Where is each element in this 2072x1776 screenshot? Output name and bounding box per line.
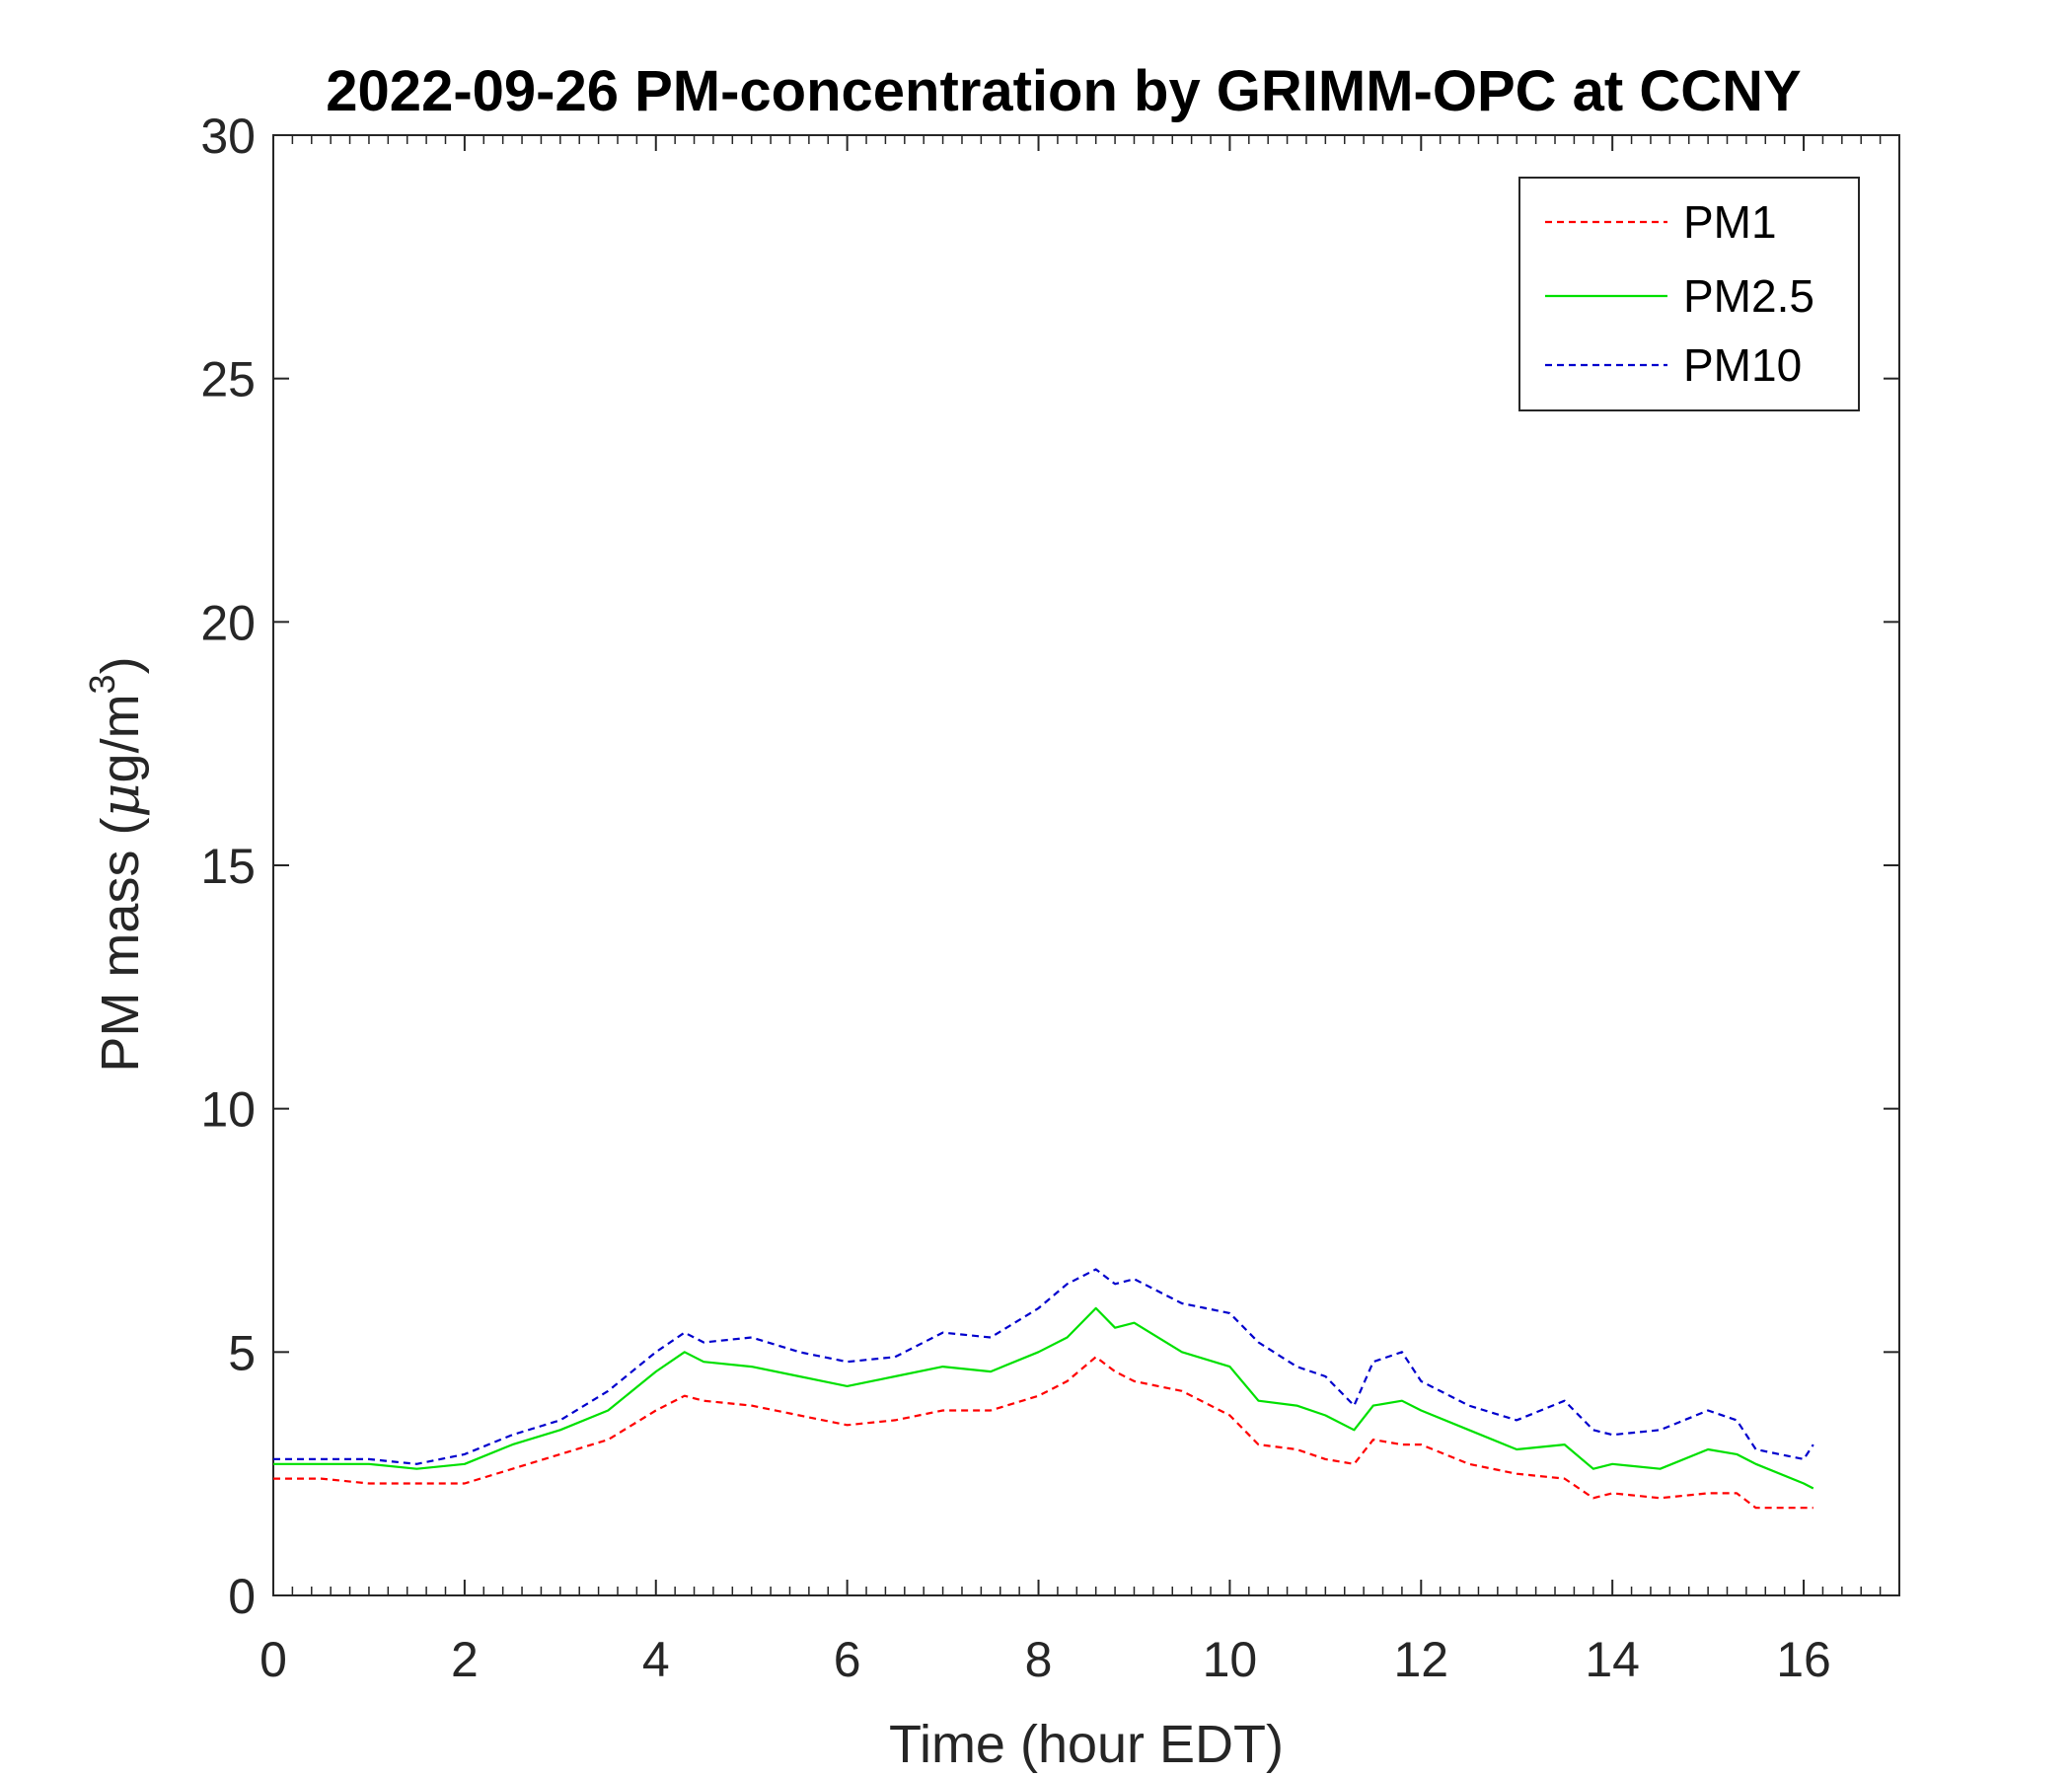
y-axis-label-main: PM mass ( bbox=[91, 818, 150, 1073]
legend-label-pm1: PM1 bbox=[1683, 196, 1777, 248]
series-line-pm10 bbox=[273, 1268, 1814, 1465]
x-tick-label: 8 bbox=[1025, 1632, 1053, 1687]
x-tick-label: 0 bbox=[259, 1632, 287, 1687]
y-axis-label-unit: g/m bbox=[91, 694, 150, 782]
series-line-pm1 bbox=[273, 1356, 1813, 1510]
legend-label-pm25: PM2.5 bbox=[1683, 270, 1814, 322]
series-line-pm25 bbox=[273, 1306, 1814, 1490]
axis-tick-labels: 0 2 4 6 8 10 12 14 16 0 5 10 15 20 25 30 bbox=[200, 109, 1830, 1687]
chart-title: 2022-09-26 PM-concentration by GRIMM-OPC… bbox=[326, 59, 1801, 123]
y-tick-label: 15 bbox=[200, 839, 256, 894]
y-axis-label-mu: μ bbox=[89, 782, 151, 817]
y-axis-label-superscript: 3 bbox=[82, 674, 122, 694]
y-tick-label: 10 bbox=[200, 1082, 256, 1138]
legend-box bbox=[1518, 177, 1860, 411]
y-tick-label: 5 bbox=[228, 1325, 256, 1380]
x-tick-label: 16 bbox=[1776, 1632, 1831, 1687]
series-lines bbox=[273, 1268, 1814, 1510]
x-tick-label: 6 bbox=[834, 1632, 861, 1687]
x-tick-label: 12 bbox=[1393, 1632, 1448, 1687]
y-axis-label-close: ) bbox=[91, 656, 150, 674]
x-tick-label: 10 bbox=[1203, 1632, 1258, 1687]
x-tick-label: 2 bbox=[451, 1632, 479, 1687]
x-tick-label: 14 bbox=[1585, 1632, 1640, 1687]
y-tick-label: 25 bbox=[200, 352, 256, 407]
x-axis-label: Time (hour EDT) bbox=[889, 1715, 1284, 1774]
y-tick-label: 30 bbox=[200, 109, 256, 164]
y-axis-label: PM mass (μg/m3) bbox=[82, 656, 151, 1072]
x-tick-label: 4 bbox=[642, 1632, 670, 1687]
legend: PM1 PM2.5 PM10 bbox=[1518, 177, 1860, 411]
y-tick-label: 20 bbox=[200, 595, 256, 650]
axis-ticks bbox=[272, 134, 1900, 1596]
legend-label-pm10: PM10 bbox=[1683, 339, 1802, 391]
y-tick-label: 0 bbox=[228, 1569, 256, 1624]
